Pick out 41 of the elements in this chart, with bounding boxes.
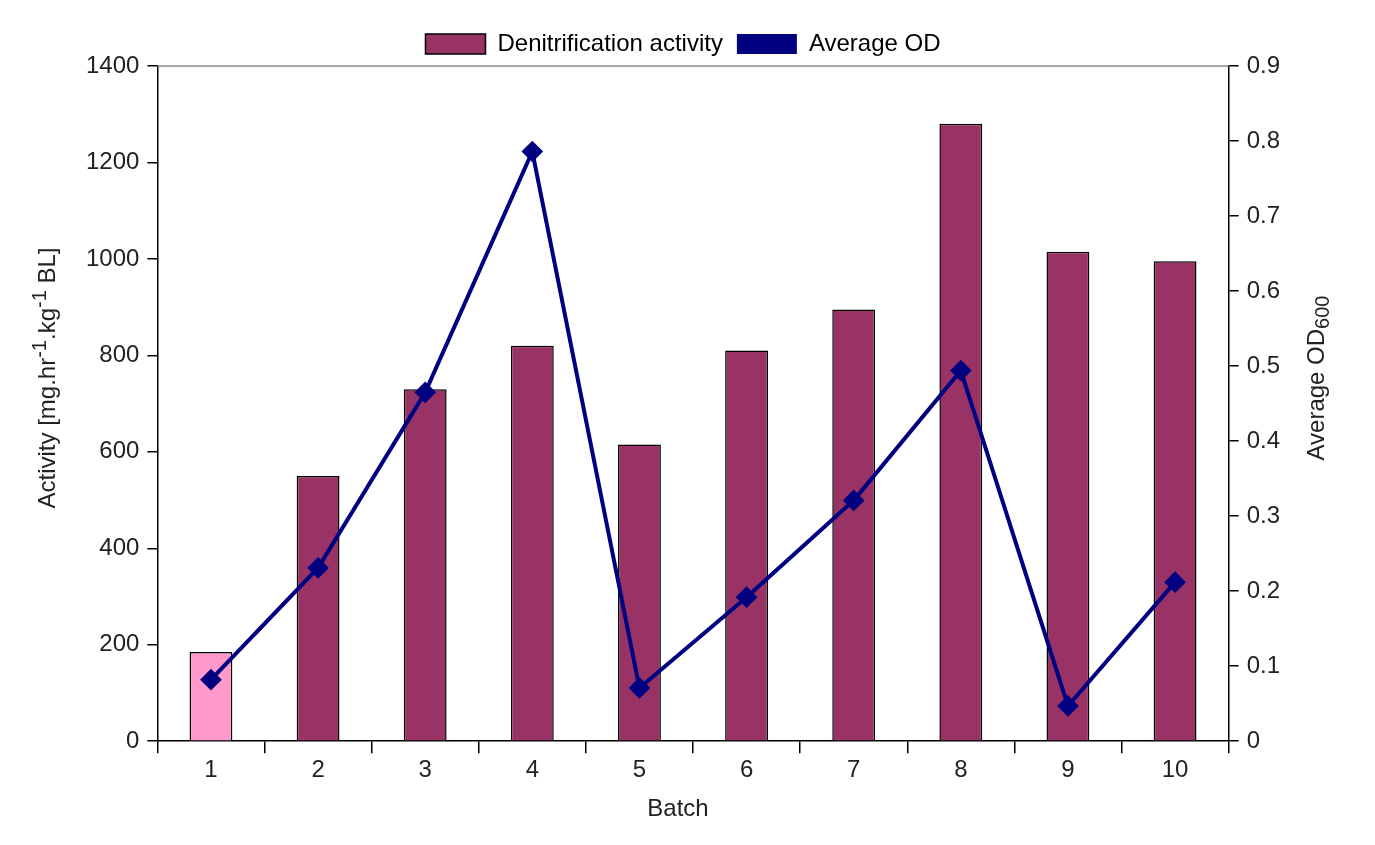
x-tick-label: 3 <box>418 755 432 783</box>
y2-tick-label: 0.8 <box>1246 125 1281 153</box>
y-tick-label: 200 <box>99 629 140 657</box>
x-axis-title: Batch <box>647 794 709 822</box>
y-tick-label: 600 <box>99 436 140 464</box>
x-tick-label: 10 <box>1161 755 1189 783</box>
point <box>200 669 221 690</box>
y2-tick-label: 0.1 <box>1246 650 1281 678</box>
y2-tick-label: 0.3 <box>1246 500 1281 528</box>
point <box>522 141 543 162</box>
legend-label: Denitrification activity <box>497 28 723 56</box>
x-tick-label: 6 <box>739 755 754 783</box>
y-tick-label: 0 <box>126 725 140 753</box>
y-tick-label: 800 <box>99 340 140 367</box>
y2-tick-label: 0.2 <box>1246 575 1281 603</box>
point <box>950 360 971 381</box>
y2-tick-label: 0.6 <box>1246 275 1281 303</box>
point <box>308 557 329 578</box>
y2-tick-label: 0 <box>1246 725 1260 753</box>
x-tick-label: 8 <box>954 755 968 783</box>
point <box>1057 695 1078 716</box>
y2-tick-label: 0.7 <box>1246 200 1281 228</box>
x-tick-label: 2 <box>311 755 325 783</box>
y-tick-label: 1000 <box>86 243 140 271</box>
point <box>415 382 436 403</box>
point <box>1165 572 1186 593</box>
point <box>736 587 757 608</box>
legend-label: Average OD <box>808 28 941 56</box>
x-tick-label: 7 <box>847 755 861 783</box>
y2-tick-label: 0.5 <box>1246 350 1281 378</box>
y2-tick-label: 0.9 <box>1246 50 1281 78</box>
point <box>843 490 864 511</box>
x-tick-label: 9 <box>1061 755 1075 783</box>
y-tick-label: 1400 <box>86 50 140 78</box>
y-tick-label: 1200 <box>86 147 140 175</box>
x-tick-label: 4 <box>525 755 540 783</box>
point <box>629 677 650 698</box>
x-tick-label: 1 <box>204 755 218 783</box>
x-tick-label: 5 <box>632 755 647 783</box>
y2-tick-label: 0.4 <box>1246 425 1281 453</box>
y-tick-label: 400 <box>99 532 140 560</box>
